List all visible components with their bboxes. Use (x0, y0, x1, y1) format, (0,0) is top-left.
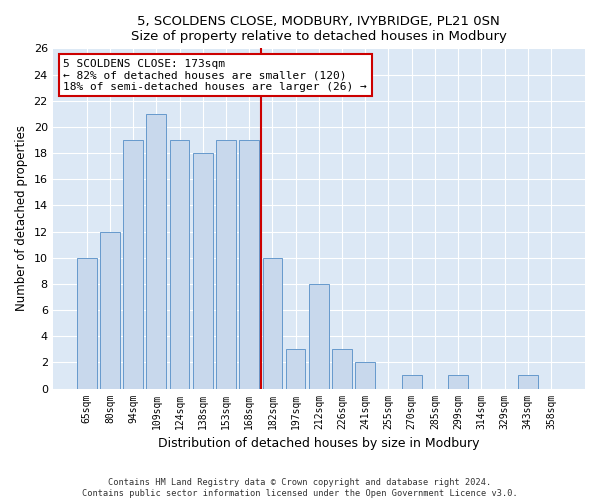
Bar (123, 140, 143, 388)
Title: 5, SCOLDENS CLOSE, MODBURY, IVYBRIDGE, PL21 0SN
Size of property relative to det: 5, SCOLDENS CLOSE, MODBURY, IVYBRIDGE, P… (131, 15, 507, 43)
Y-axis label: Number of detached properties: Number of detached properties (15, 126, 28, 312)
Bar (239, 140, 259, 388)
X-axis label: Distribution of detached houses by size in Modbury: Distribution of detached houses by size … (158, 437, 479, 450)
Bar (193, 153, 212, 388)
Bar (448, 376, 468, 388)
Text: Contains HM Land Registry data © Crown copyright and database right 2024.
Contai: Contains HM Land Registry data © Crown c… (82, 478, 518, 498)
Bar (402, 376, 422, 388)
Bar (309, 284, 329, 389)
Bar (77, 258, 97, 388)
Bar (263, 258, 282, 388)
Text: 5 SCOLDENS CLOSE: 173sqm
← 82% of detached houses are smaller (120)
18% of semi-: 5 SCOLDENS CLOSE: 173sqm ← 82% of detach… (64, 58, 367, 92)
Bar (216, 140, 236, 388)
Bar (146, 114, 166, 388)
Bar (518, 376, 538, 388)
Bar (332, 350, 352, 389)
Bar (170, 140, 190, 388)
Bar (100, 232, 120, 388)
Bar (355, 362, 375, 388)
Bar (286, 350, 305, 389)
